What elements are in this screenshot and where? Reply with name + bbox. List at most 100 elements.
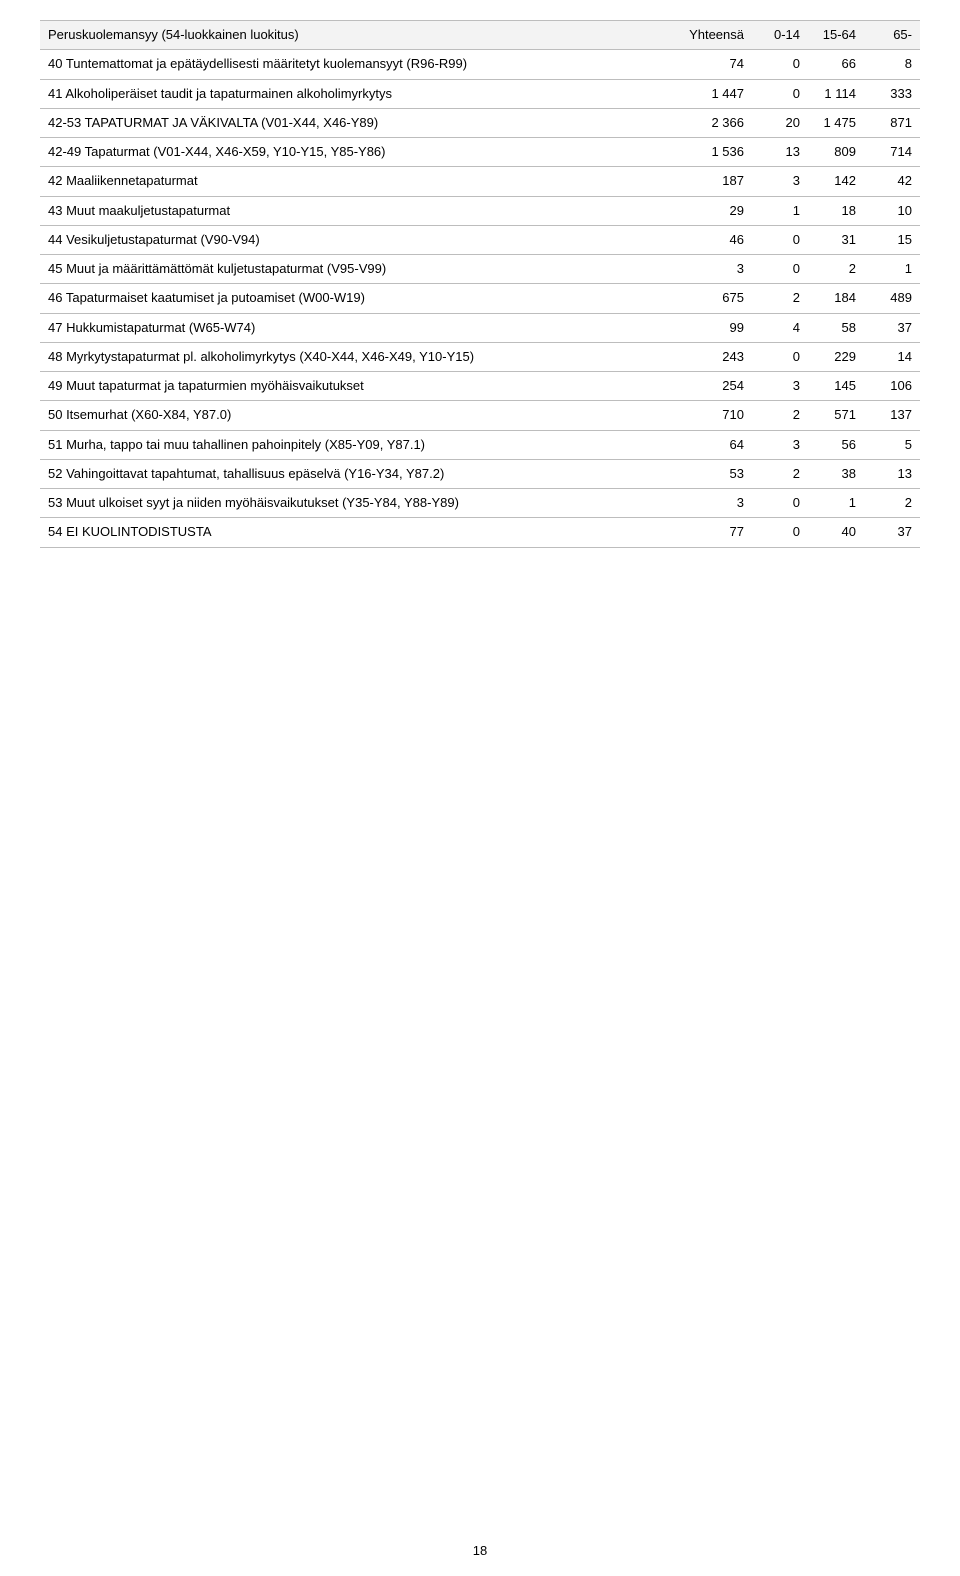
cell-value: 0: [752, 255, 808, 284]
cell-label: 47 Hukkumistapaturmat (W65-W74): [40, 313, 670, 342]
cell-label: 40 Tuntemattomat ja epätäydellisesti mää…: [40, 50, 670, 79]
cell-value: 29: [670, 196, 752, 225]
cell-value: 142: [808, 167, 864, 196]
cell-value: 74: [670, 50, 752, 79]
table-row: 54 EI KUOLINTODISTUSTA7704037: [40, 518, 920, 547]
cell-value: 1: [808, 489, 864, 518]
table-header-row: Peruskuolemansyy (54-luokkainen luokitus…: [40, 21, 920, 50]
table-row: 49 Muut tapaturmat ja tapaturmien myöhäi…: [40, 372, 920, 401]
cell-value: 64: [670, 430, 752, 459]
table-row: 42-49 Tapaturmat (V01-X44, X46-X59, Y10-…: [40, 138, 920, 167]
cell-value: 56: [808, 430, 864, 459]
cell-value: 14: [864, 342, 920, 371]
table-row: 51 Murha, tappo tai muu tahallinen pahoi…: [40, 430, 920, 459]
table-row: 50 Itsemurhat (X60-X84, Y87.0)7102571137: [40, 401, 920, 430]
cell-value: 0: [752, 225, 808, 254]
cell-value: 1 447: [670, 79, 752, 108]
cell-label: 50 Itsemurhat (X60-X84, Y87.0): [40, 401, 670, 430]
cell-label: 43 Muut maakuljetustapaturmat: [40, 196, 670, 225]
cell-label: 41 Alkoholiperäiset taudit ja tapaturmai…: [40, 79, 670, 108]
cell-value: 40: [808, 518, 864, 547]
cell-value: 46: [670, 225, 752, 254]
cell-value: 571: [808, 401, 864, 430]
cell-value: 2: [808, 255, 864, 284]
cell-value: 37: [864, 313, 920, 342]
cell-value: 2 366: [670, 108, 752, 137]
table-row: 42-53 TAPATURMAT JA VÄKIVALTA (V01-X44, …: [40, 108, 920, 137]
cell-label: 46 Tapaturmaiset kaatumiset ja putoamise…: [40, 284, 670, 313]
cell-value: 3: [670, 255, 752, 284]
page-number: 18: [0, 1543, 960, 1558]
cell-value: 4: [752, 313, 808, 342]
cell-value: 243: [670, 342, 752, 371]
cell-value: 13: [752, 138, 808, 167]
cell-value: 2: [864, 489, 920, 518]
cell-value: 15: [864, 225, 920, 254]
table-row: 43 Muut maakuljetustapaturmat2911810: [40, 196, 920, 225]
cell-label: 48 Myrkytystapaturmat pl. alkoholimyrkyt…: [40, 342, 670, 371]
cell-value: 1 114: [808, 79, 864, 108]
table-row: 45 Muut ja määrittämättömät kuljetustapa…: [40, 255, 920, 284]
cell-value: 58: [808, 313, 864, 342]
cell-value: 2: [752, 284, 808, 313]
cell-value: 3: [670, 489, 752, 518]
cell-value: 229: [808, 342, 864, 371]
cell-value: 31: [808, 225, 864, 254]
cell-value: 2: [752, 401, 808, 430]
cell-value: 3: [752, 430, 808, 459]
col-header-65plus: 65-: [864, 21, 920, 50]
cell-value: 809: [808, 138, 864, 167]
table-row: 53 Muut ulkoiset syyt ja niiden myöhäisv…: [40, 489, 920, 518]
cell-value: 1: [864, 255, 920, 284]
cell-value: 20: [752, 108, 808, 137]
cell-label: 54 EI KUOLINTODISTUSTA: [40, 518, 670, 547]
cell-label: 52 Vahingoittavat tapahtumat, tahallisuu…: [40, 459, 670, 488]
cell-value: 3: [752, 372, 808, 401]
col-header-15-64: 15-64: [808, 21, 864, 50]
cell-value: 99: [670, 313, 752, 342]
cell-label: 53 Muut ulkoiset syyt ja niiden myöhäisv…: [40, 489, 670, 518]
cell-value: 145: [808, 372, 864, 401]
cell-label: 51 Murha, tappo tai muu tahallinen pahoi…: [40, 430, 670, 459]
cell-value: 1 536: [670, 138, 752, 167]
cell-value: 333: [864, 79, 920, 108]
cell-value: 254: [670, 372, 752, 401]
cell-value: 5: [864, 430, 920, 459]
col-header-label: Peruskuolemansyy (54-luokkainen luokitus…: [40, 21, 670, 50]
cell-value: 710: [670, 401, 752, 430]
cell-value: 3: [752, 167, 808, 196]
cell-value: 1: [752, 196, 808, 225]
cell-value: 871: [864, 108, 920, 137]
cell-value: 184: [808, 284, 864, 313]
col-header-total: Yhteensä: [670, 21, 752, 50]
cell-value: 10: [864, 196, 920, 225]
cell-value: 37: [864, 518, 920, 547]
page: Peruskuolemansyy (54-luokkainen luokitus…: [0, 0, 960, 1576]
cell-value: 489: [864, 284, 920, 313]
cell-label: 45 Muut ja määrittämättömät kuljetustapa…: [40, 255, 670, 284]
cell-label: 42-53 TAPATURMAT JA VÄKIVALTA (V01-X44, …: [40, 108, 670, 137]
cell-value: 1 475: [808, 108, 864, 137]
table-row: 41 Alkoholiperäiset taudit ja tapaturmai…: [40, 79, 920, 108]
cell-value: 38: [808, 459, 864, 488]
cell-value: 0: [752, 489, 808, 518]
table-row: 42 Maaliikennetapaturmat187314242: [40, 167, 920, 196]
table-row: 52 Vahingoittavat tapahtumat, tahallisuu…: [40, 459, 920, 488]
cell-value: 187: [670, 167, 752, 196]
col-header-0-14: 0-14: [752, 21, 808, 50]
cell-value: 18: [808, 196, 864, 225]
cell-value: 66: [808, 50, 864, 79]
mortality-table: Peruskuolemansyy (54-luokkainen luokitus…: [40, 20, 920, 548]
cell-value: 0: [752, 50, 808, 79]
cell-value: 137: [864, 401, 920, 430]
cell-value: 53: [670, 459, 752, 488]
cell-value: 2: [752, 459, 808, 488]
cell-value: 13: [864, 459, 920, 488]
table-row: 44 Vesikuljetustapaturmat (V90-V94)46031…: [40, 225, 920, 254]
cell-value: 0: [752, 79, 808, 108]
cell-label: 42 Maaliikennetapaturmat: [40, 167, 670, 196]
cell-label: 49 Muut tapaturmat ja tapaturmien myöhäi…: [40, 372, 670, 401]
cell-value: 675: [670, 284, 752, 313]
cell-label: 44 Vesikuljetustapaturmat (V90-V94): [40, 225, 670, 254]
cell-value: 0: [752, 518, 808, 547]
